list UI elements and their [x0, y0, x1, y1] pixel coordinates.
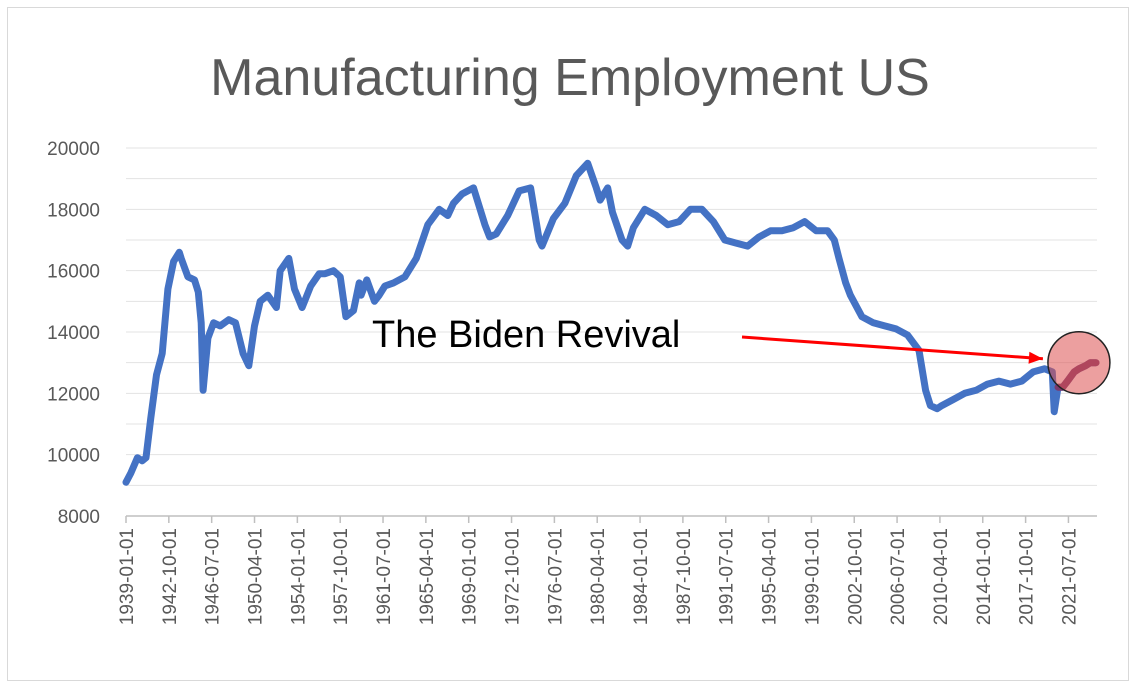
- annotation-arrow: [741, 335, 1044, 361]
- annotation-layer: The Biden Revival: [372, 314, 1111, 395]
- x-tick-label: 1957-10-01: [331, 528, 352, 625]
- x-tick-label: 1972-10-01: [503, 528, 524, 625]
- x-tick-label: 1980-04-01: [588, 528, 609, 625]
- annotation-label: The Biden Revival: [372, 314, 680, 356]
- x-tick-label: 1942-10-01: [160, 528, 181, 625]
- y-tick-label: 10000: [47, 446, 100, 467]
- x-tick-label: 1950-04-01: [246, 528, 267, 625]
- x-tick-label: 2002-10-01: [845, 528, 866, 625]
- x-tick-label: 1987-10-01: [674, 528, 695, 625]
- x-tick-label: 1965-04-01: [417, 528, 438, 625]
- x-tick-label: 1999-01-01: [802, 528, 823, 625]
- series-line: [122, 159, 1100, 486]
- y-tick-label: 8000: [58, 507, 100, 528]
- y-tick-label: 18000: [47, 200, 100, 221]
- x-tick-label: 1976-07-01: [545, 528, 566, 625]
- x-tick-label: 2017-10-01: [1017, 528, 1038, 625]
- chart-title: Manufacturing Employment US: [210, 49, 930, 107]
- y-tick-label: 14000: [47, 323, 100, 344]
- highlight-circle: [1047, 330, 1111, 395]
- x-axis: 1939-01-01 1942-10-01 1946-07-01 1950-04-01…: [117, 515, 1097, 625]
- y-tick-label: 20000: [47, 139, 100, 160]
- y-axis: 8000 10000 12000 14000 16000 18000 20000: [47, 139, 100, 528]
- x-tick-label: 1984-01-01: [631, 528, 652, 625]
- x-tick-label: 2021-07-01: [1059, 528, 1080, 625]
- x-tick-label: 1939-01-01: [117, 528, 138, 625]
- x-tick-label: 1995-04-01: [760, 528, 781, 625]
- x-tick-label: 1946-07-01: [203, 528, 224, 625]
- y-tick-label: 16000: [47, 262, 100, 283]
- x-tick-label: 1954-01-01: [288, 528, 309, 625]
- x-tick-label: 2006-07-01: [888, 528, 909, 625]
- x-tick-label: 2014-01-01: [974, 528, 995, 625]
- y-tick-label: 12000: [47, 384, 100, 405]
- x-tick-label: 1969-01-01: [460, 528, 481, 625]
- annotation-arrowhead: [1028, 351, 1043, 364]
- x-tick-label: 1991-07-01: [717, 528, 738, 625]
- x-tick-label: 1961-07-01: [374, 528, 395, 625]
- x-tick-label: 2010-04-01: [931, 528, 952, 625]
- chart-frame: [7, 7, 1129, 681]
